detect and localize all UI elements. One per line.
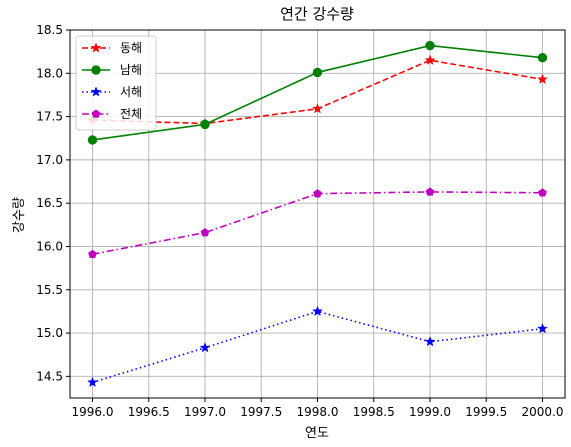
- legend-label: 동해: [120, 41, 142, 55]
- legend-box: [75, 35, 157, 131]
- x-axis-ticks: 1996.0 1996.5 1997.0 1997.5 1998.0 1998.5 1999…: [72, 398, 564, 419]
- data-point: [87, 135, 98, 145]
- legend-item: 동해: [82, 41, 142, 55]
- legend-marker: [90, 86, 102, 97]
- series-4: [88, 187, 547, 258]
- data-point: [424, 336, 436, 347]
- y-tick-label: 17.5: [36, 110, 63, 124]
- x-tick-label: 2000.0: [522, 405, 564, 419]
- x-tick-label: 1999.5: [465, 405, 507, 419]
- y-axis-ticks: 14.5 15.0 15.5 16.0 16.5 17.0 17.5 18.0 18.5: [36, 23, 70, 383]
- data-point: [537, 53, 548, 63]
- data-point: [425, 187, 435, 196]
- y-tick-label: 14.5: [36, 369, 63, 383]
- series-2: [87, 40, 548, 145]
- y-tick-label: 17.0: [36, 153, 63, 167]
- x-tick-label: 1998.0: [297, 405, 339, 419]
- x-tick-label: 1996.0: [72, 405, 114, 419]
- x-axis-label: 연도: [305, 426, 329, 441]
- data-point: [88, 249, 97, 258]
- legend-label: 서해: [120, 85, 142, 99]
- data-point: [312, 103, 323, 114]
- data-point: [537, 73, 548, 84]
- legend-item: 남해: [82, 63, 142, 77]
- x-tick-label: 1999.0: [409, 405, 451, 419]
- legend-marker: [91, 109, 101, 118]
- chart-title: 연간 강수량: [280, 5, 354, 23]
- x-tick-label: 1996.5: [128, 405, 170, 419]
- y-tick-label: 16.5: [36, 196, 63, 210]
- data-point: [87, 376, 98, 388]
- legend-item: 서해: [82, 85, 142, 99]
- y-tick-label: 15.5: [36, 283, 63, 297]
- legend-item: 전체: [82, 107, 142, 121]
- data-point: [199, 342, 211, 353]
- legend-marker: [90, 42, 102, 53]
- series-layer: [87, 40, 548, 388]
- data-point: [537, 323, 548, 334]
- data-point: [200, 119, 210, 130]
- data-point: [312, 67, 323, 78]
- x-tick-label: 1998.5: [353, 405, 395, 419]
- data-point: [425, 40, 435, 51]
- y-tick-label: 18.0: [36, 66, 63, 80]
- data-point: [424, 54, 436, 65]
- data-point: [312, 305, 323, 317]
- legend-label: 남해: [120, 63, 142, 77]
- y-tick-label: 15.0: [36, 326, 63, 340]
- y-axis-label: 강수량: [12, 197, 27, 233]
- data-point: [313, 189, 322, 198]
- x-tick-label: 1997.0: [184, 405, 226, 419]
- data-point: [538, 188, 547, 197]
- legend-marker: [91, 65, 101, 75]
- x-tick-label: 1997.5: [240, 405, 282, 419]
- series-3: [87, 305, 548, 388]
- y-tick-label: 18.5: [36, 23, 63, 37]
- legend-label: 전체: [120, 107, 142, 121]
- y-tick-label: 16.0: [36, 239, 63, 253]
- data-point: [200, 228, 210, 237]
